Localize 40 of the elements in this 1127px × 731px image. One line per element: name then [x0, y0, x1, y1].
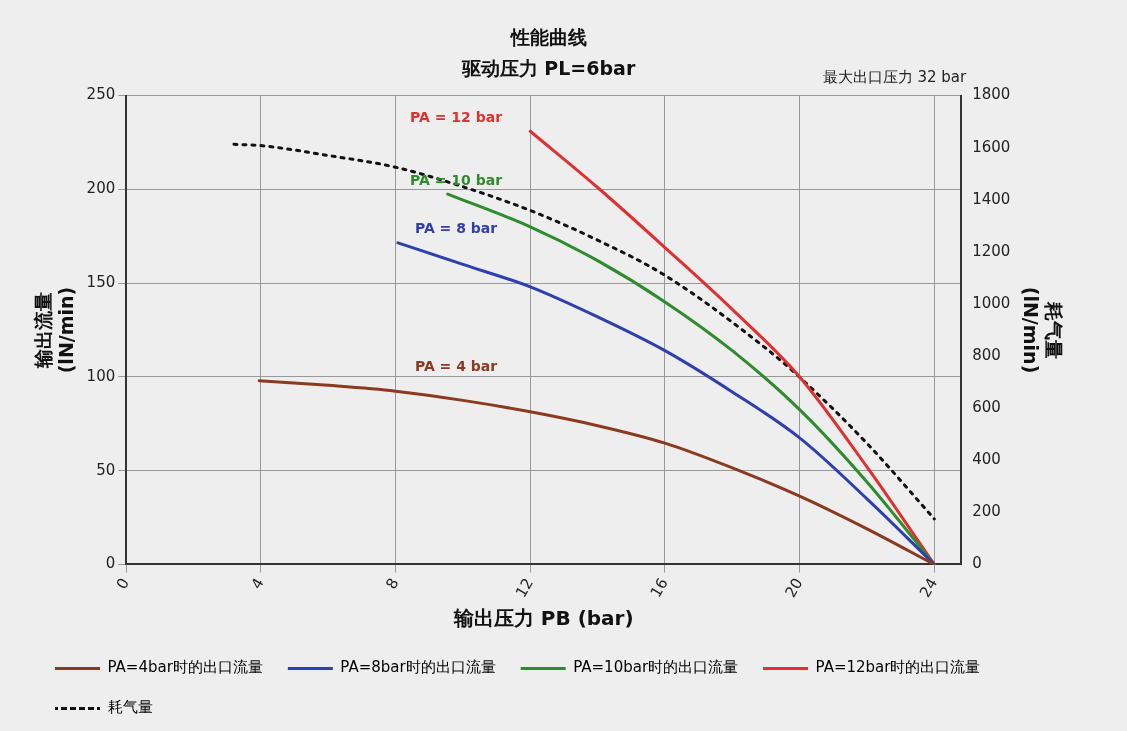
x-tick-label: 24: [916, 574, 942, 601]
text: 最大出口压力 32 bar: [822, 67, 968, 86]
annotation: PA = 4 bar: [414, 358, 498, 375]
y2-tick-label: 1800: [972, 85, 1011, 104]
y-tick-label: 150: [86, 273, 116, 292]
y2-tick-label: 200: [972, 502, 1001, 521]
y2-tick-label: 400: [972, 450, 1001, 469]
y-tick-label: 250: [86, 85, 116, 104]
y2-tick-label: 600: [972, 398, 1001, 417]
y2-tick-label: 0: [972, 554, 982, 573]
y2-tick-label: 1000: [972, 293, 1011, 312]
chart-title: 性能曲线: [509, 26, 587, 49]
legend-label: PA=10bar时的出口流量: [573, 658, 739, 677]
annotation: PA = 12 bar: [410, 108, 503, 125]
y2-tick-label: 1600: [972, 137, 1011, 156]
y-tick-label: 0: [105, 554, 116, 573]
y-tick-label: 100: [86, 366, 116, 385]
legend-label: PA=4bar时的出口流量: [107, 658, 263, 677]
y2-tick-label: 1400: [972, 189, 1011, 208]
y2-axis-title: 耗气量 (lN/min): [1019, 286, 1065, 374]
x-tick-label: 0: [112, 574, 134, 593]
y-tick-label: 50: [96, 460, 116, 479]
y2-tick-label: 1200: [972, 241, 1011, 260]
x-tick-label: 12: [511, 574, 538, 601]
y-tick-label: 200: [86, 179, 116, 198]
chart-subtitle: 驱动压力 PL=6bar: [460, 57, 636, 80]
line-series: [257, 379, 936, 565]
x-tick-label: 16: [646, 574, 672, 601]
legend-label: 耗气量: [107, 698, 153, 717]
line-series: [396, 241, 936, 565]
x-tick-label: 8: [382, 574, 403, 593]
x-tick-label: 20: [781, 574, 807, 601]
x-axis-title: 输出压力 PB (bar): [452, 606, 634, 631]
y-axis-title: 输出流量 (lN/min): [32, 286, 78, 374]
x-tick-label: 4: [247, 574, 268, 593]
line-series: [232, 142, 936, 521]
legend-label: PA=8bar时的出口流量: [340, 658, 496, 677]
legend-label: PA=12bar时的出口流量: [815, 658, 981, 677]
y2-tick-label: 800: [972, 345, 1001, 364]
annotation: PA = 8 bar: [414, 220, 498, 237]
